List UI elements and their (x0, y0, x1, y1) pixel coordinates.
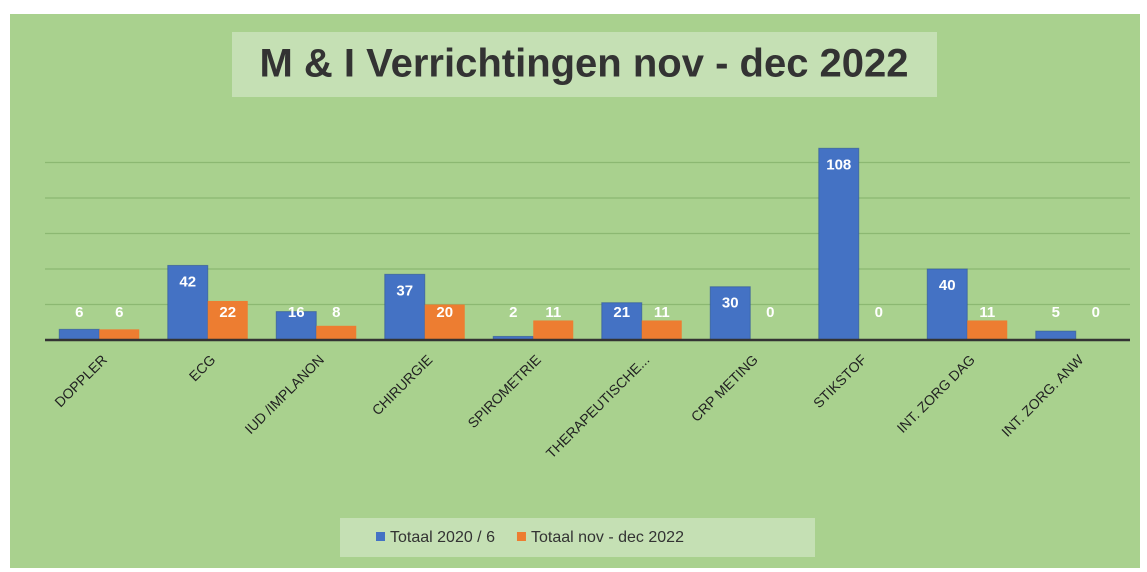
bar (207, 300, 248, 340)
bar (641, 320, 682, 340)
data-label: 8 (332, 304, 340, 321)
data-label: 22 (219, 304, 236, 321)
data-label: 37 (396, 282, 413, 299)
legend-swatch (516, 532, 526, 541)
data-label: 11 (654, 304, 670, 321)
legend-swatch (376, 532, 385, 541)
bar (384, 273, 426, 341)
legend-label: Totaal nov - dec 2022 (531, 529, 684, 546)
data-label: 2 (509, 304, 517, 321)
legend-box (340, 518, 815, 557)
data-label: 16 (288, 304, 305, 321)
bar (601, 302, 643, 341)
bar (316, 325, 357, 340)
title-box (232, 32, 937, 97)
data-label: 21 (613, 304, 630, 321)
data-label: 5 (1052, 304, 1060, 321)
bar (709, 286, 751, 341)
data-label: 20 (436, 304, 453, 321)
bar (58, 328, 100, 341)
bar (1035, 330, 1077, 341)
data-label: 30 (722, 295, 739, 312)
bar (533, 320, 574, 340)
data-label: 6 (115, 304, 123, 321)
chart-title: M & I Verrichtingen nov - dec 2022 (259, 42, 908, 86)
bar (818, 147, 860, 341)
data-label: 40 (939, 277, 956, 294)
data-label: 6 (75, 304, 83, 321)
data-label: 108 (826, 156, 851, 173)
data-label: 0 (875, 304, 883, 321)
bar (275, 311, 317, 341)
data-label: 11 (979, 304, 995, 321)
data-label: 0 (766, 304, 774, 321)
bar (424, 304, 465, 340)
data-label: 0 (1092, 304, 1100, 321)
data-label: 11 (545, 304, 561, 321)
data-label: 42 (179, 273, 196, 290)
legend-label: Totaal 2020 / 6 (390, 529, 495, 546)
bar (99, 329, 140, 340)
bar (967, 320, 1008, 340)
